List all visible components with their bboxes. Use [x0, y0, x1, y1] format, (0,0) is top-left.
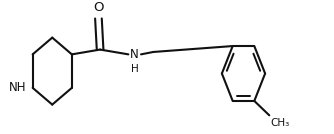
Text: H: H [132, 64, 139, 74]
Text: CH₃: CH₃ [271, 118, 290, 128]
Text: N: N [130, 48, 139, 61]
Text: NH: NH [9, 81, 27, 94]
Text: O: O [93, 1, 104, 14]
